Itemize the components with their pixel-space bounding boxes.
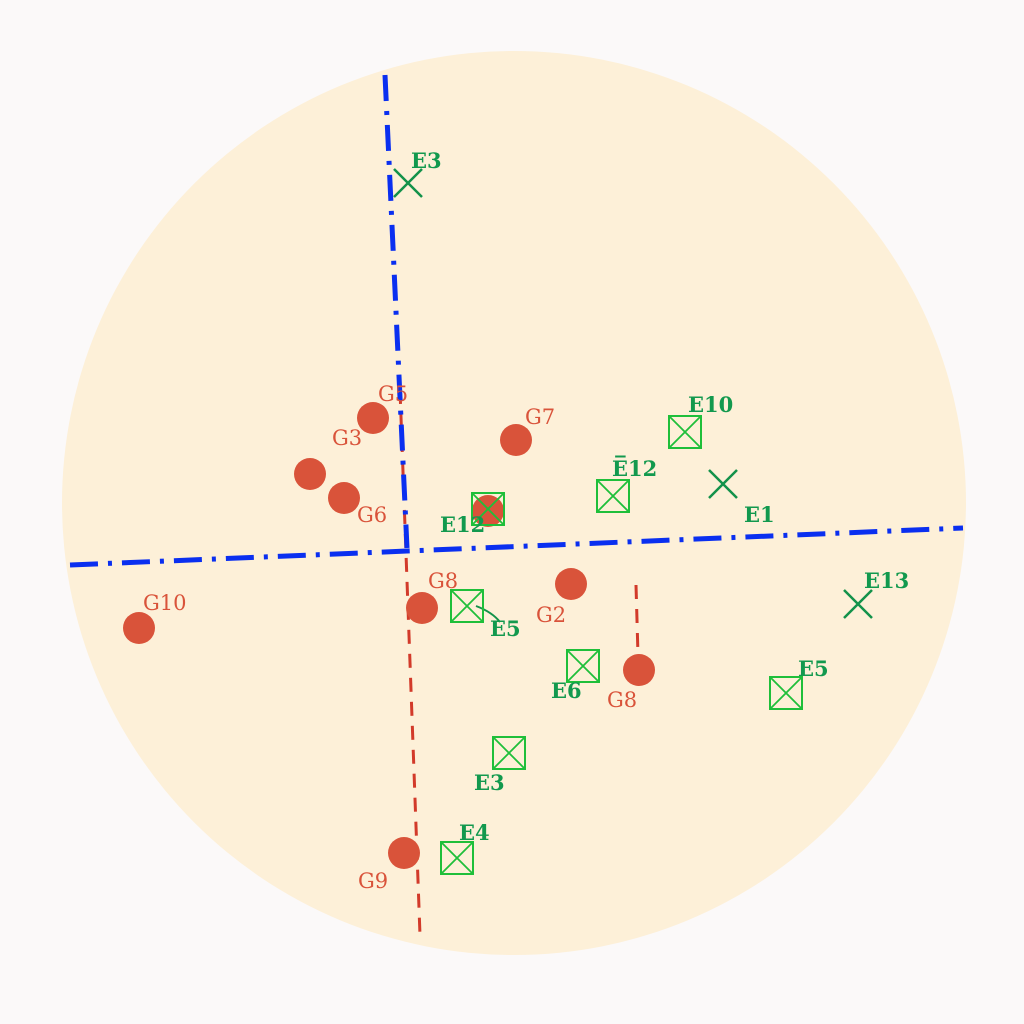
g-point-label: G2: [536, 603, 566, 627]
g-point-label: G7: [525, 405, 555, 429]
g-point-circle: [623, 654, 655, 686]
e-point-label: E3: [474, 770, 505, 795]
g-point-label: G9: [358, 869, 388, 893]
guide-line-short: [634, 584, 640, 656]
e-point-label: E13: [864, 568, 909, 593]
e-point-label: E12: [440, 512, 485, 537]
e-point-label: E5: [798, 656, 829, 681]
g-point-circle: [388, 837, 420, 869]
g-point-label: G8: [607, 688, 637, 712]
g-point-label: G6: [357, 503, 387, 527]
e-point-label: E3: [411, 148, 442, 173]
boxed-x-icon: [668, 415, 702, 449]
e-point-label: E̅12: [612, 456, 657, 481]
x-mark-icon: [393, 168, 423, 198]
e-point-label: E10: [688, 392, 733, 417]
boxed-x-icon: [471, 492, 505, 526]
boxed-x-icon: [566, 649, 600, 683]
boxed-x-icon: [492, 736, 526, 770]
g-point-circle: [357, 402, 389, 434]
axis-vertical: [382, 74, 410, 549]
g-point-label: G5: [378, 382, 408, 406]
g-point-circle: [328, 482, 360, 514]
boxed-x-icon: [440, 841, 474, 875]
boxed-x-icon: [769, 676, 803, 710]
disc-background: [62, 51, 966, 955]
e-point-label: E1: [744, 502, 775, 527]
e-point-label: E6: [551, 678, 582, 703]
connector-e5: [475, 605, 501, 623]
g-point-circle: [472, 495, 504, 527]
guide-line-vertical: [398, 389, 422, 936]
g-point-circle: [294, 458, 326, 490]
g-point-label: G3: [332, 426, 362, 450]
x-mark-icon: [708, 469, 738, 499]
g-point-circle: [555, 568, 587, 600]
g-point-circle: [406, 592, 438, 624]
e-point-label: E4: [459, 820, 490, 845]
axis-horizontal: [69, 525, 964, 568]
g-point-circle: [500, 424, 532, 456]
boxed-x-icon: [450, 589, 484, 623]
g-point-circle: [123, 612, 155, 644]
x-mark-icon: [843, 589, 873, 619]
g-point-label: G10: [143, 591, 187, 615]
boxed-x-icon: [596, 479, 630, 513]
e-point-label: E5: [490, 616, 521, 641]
